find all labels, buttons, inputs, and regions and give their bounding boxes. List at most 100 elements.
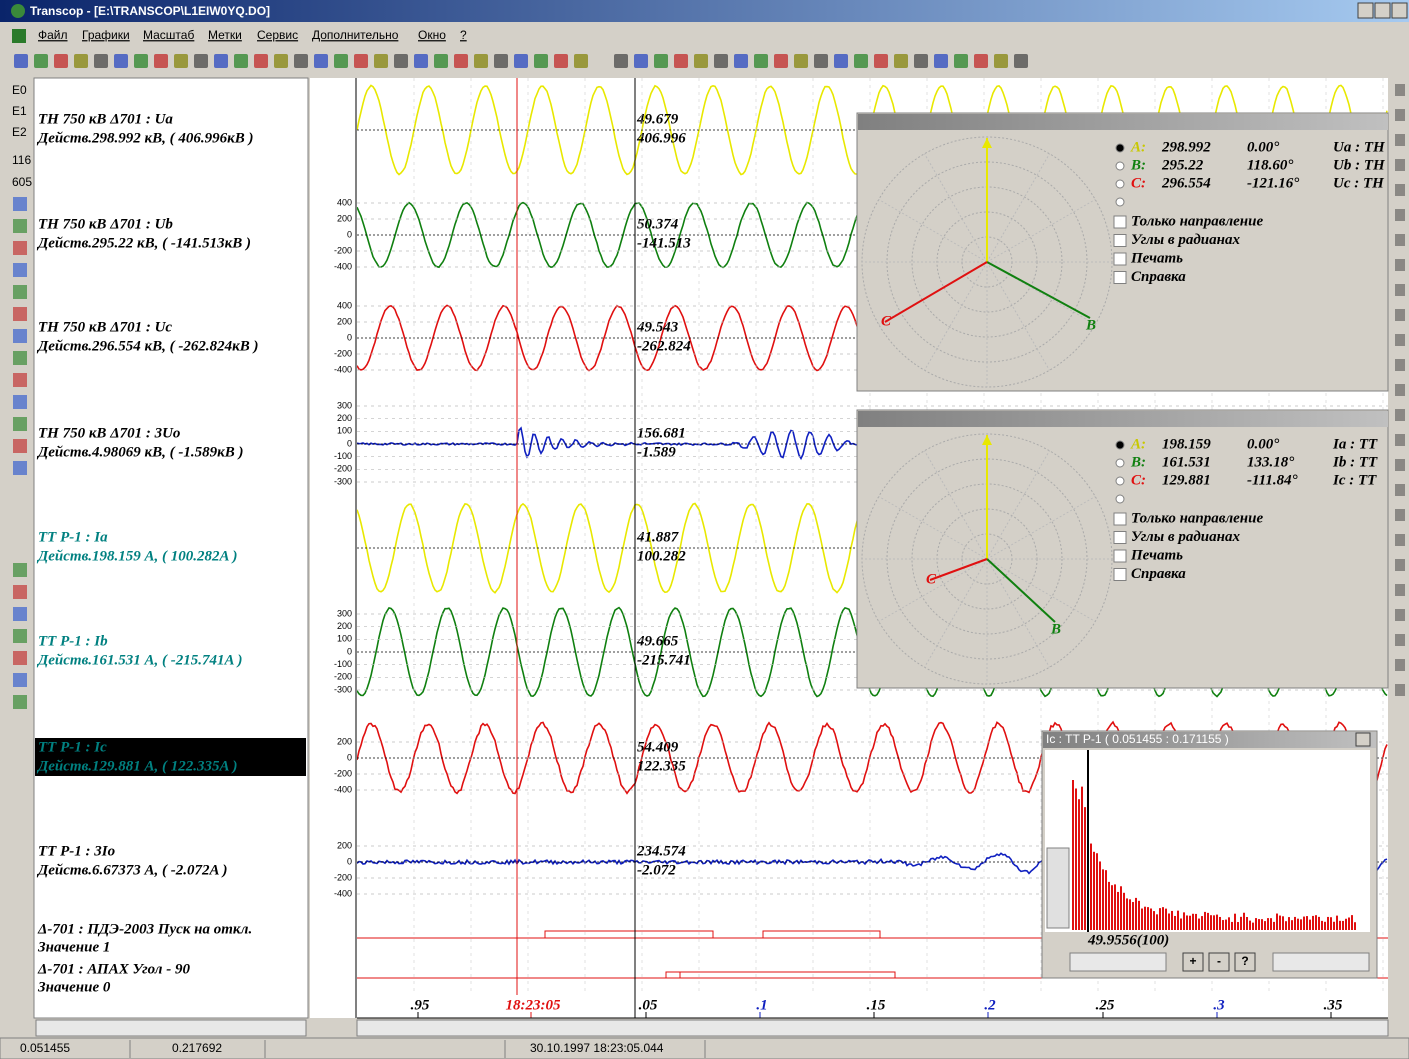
toolbar-button[interactable] bbox=[894, 54, 908, 68]
toolbar-button[interactable] bbox=[13, 607, 27, 621]
menu-item[interactable]: Файл bbox=[38, 28, 68, 42]
toolbar-button[interactable] bbox=[13, 417, 27, 431]
toolbar-button[interactable] bbox=[13, 439, 27, 453]
toolbar-button[interactable] bbox=[494, 54, 508, 68]
channel-value[interactable]: Действ.298.992 кВ, ( 406.996кВ ) bbox=[36, 130, 253, 146]
toolbar-button[interactable] bbox=[1395, 84, 1405, 96]
toolbar-button[interactable] bbox=[13, 307, 27, 321]
channel-value[interactable]: Действ.161.531 A, ( -215.741A ) bbox=[36, 652, 242, 668]
toolbar-button[interactable] bbox=[154, 54, 168, 68]
toolbar-button[interactable] bbox=[13, 461, 27, 475]
channel-value[interactable]: Действ.198.159 A, ( 100.282A ) bbox=[36, 548, 237, 564]
menu-item[interactable]: Масштаб bbox=[143, 28, 194, 42]
button-label[interactable]: + bbox=[1189, 954, 1196, 968]
toolbar-button[interactable] bbox=[94, 54, 108, 68]
toolbar-button[interactable] bbox=[13, 351, 27, 365]
button[interactable] bbox=[1113, 568, 1127, 581]
toolbar-button[interactable] bbox=[474, 54, 488, 68]
toolbar-button[interactable] bbox=[1395, 309, 1405, 321]
toolbar-label[interactable]: 116 bbox=[12, 153, 31, 167]
toolbar-button[interactable] bbox=[1395, 234, 1405, 246]
toolbar-button[interactable] bbox=[574, 54, 588, 68]
toolbar-button[interactable] bbox=[754, 54, 768, 68]
scrollbar[interactable] bbox=[356, 1019, 1389, 1037]
toolbar-label[interactable]: E1 bbox=[12, 104, 27, 118]
scrollbar[interactable] bbox=[1069, 952, 1167, 972]
toolbar-button[interactable] bbox=[354, 54, 368, 68]
toolbar-button[interactable] bbox=[954, 54, 968, 68]
toolbar-label[interactable]: E0 bbox=[12, 83, 27, 97]
toolbar-button[interactable] bbox=[714, 54, 728, 68]
menu-item[interactable]: Метки bbox=[208, 28, 242, 42]
radio[interactable] bbox=[1115, 476, 1125, 486]
channel-name[interactable]: ТТ Р-1 : 3Io bbox=[38, 843, 115, 859]
toolbar-button[interactable] bbox=[994, 54, 1008, 68]
radio[interactable] bbox=[1115, 494, 1125, 504]
button-label[interactable]: - bbox=[1217, 954, 1221, 968]
toolbar-button[interactable] bbox=[434, 54, 448, 68]
channel-name[interactable]: ТН 750 кВ Δ701 : Ua bbox=[38, 111, 173, 127]
button[interactable] bbox=[1208, 952, 1230, 972]
option-label[interactable]: Только направление bbox=[1131, 213, 1263, 229]
checkbox[interactable] bbox=[1113, 512, 1127, 526]
toolbar-button[interactable] bbox=[794, 54, 808, 68]
toolbar-button[interactable] bbox=[13, 285, 27, 299]
toolbar-button[interactable] bbox=[134, 54, 148, 68]
toolbar-button[interactable] bbox=[1395, 209, 1405, 221]
toolbar-button[interactable] bbox=[1395, 459, 1405, 471]
toolbar-button[interactable] bbox=[514, 54, 528, 68]
toolbar-button[interactable] bbox=[1395, 559, 1405, 571]
option-label[interactable]: Углы в радианах bbox=[1131, 529, 1240, 545]
toolbar-button[interactable] bbox=[1395, 334, 1405, 346]
toolbar-button[interactable] bbox=[974, 54, 988, 68]
toolbar-button[interactable] bbox=[1395, 659, 1405, 671]
checkbox[interactable] bbox=[1113, 531, 1127, 544]
toolbar-button[interactable] bbox=[554, 54, 568, 68]
toolbar-button[interactable] bbox=[114, 54, 128, 68]
toolbar-button[interactable] bbox=[13, 241, 27, 255]
toolbar-button[interactable] bbox=[54, 54, 68, 68]
window-button[interactable] bbox=[1374, 2, 1391, 19]
toolbar-button[interactable] bbox=[1395, 434, 1405, 446]
window-button[interactable] bbox=[1357, 2, 1374, 19]
button[interactable] bbox=[1113, 271, 1127, 284]
toolbar-button[interactable] bbox=[14, 54, 28, 68]
toolbar-button[interactable] bbox=[13, 197, 27, 211]
channel-name[interactable]: ТТ Р-1 : Ic bbox=[38, 739, 107, 755]
option-label[interactable]: Печать bbox=[1130, 250, 1183, 266]
option-label[interactable]: Справка bbox=[1131, 269, 1186, 285]
button[interactable] bbox=[1182, 952, 1204, 972]
toolbar-button[interactable] bbox=[914, 54, 928, 68]
toolbar-button[interactable] bbox=[274, 54, 288, 68]
toolbar-button[interactable] bbox=[734, 54, 748, 68]
toolbar-button[interactable] bbox=[174, 54, 188, 68]
toolbar-button[interactable] bbox=[1395, 284, 1405, 296]
toolbar-button[interactable] bbox=[634, 54, 648, 68]
toolbar-button[interactable] bbox=[74, 54, 88, 68]
button-label[interactable]: ? bbox=[1241, 954, 1248, 968]
toolbar-button[interactable] bbox=[414, 54, 428, 68]
toolbar-button[interactable] bbox=[614, 54, 628, 68]
toolbar-button[interactable] bbox=[1395, 509, 1405, 521]
toolbar-button[interactable] bbox=[394, 54, 408, 68]
toolbar-button[interactable] bbox=[814, 54, 828, 68]
toolbar-button[interactable] bbox=[13, 673, 27, 687]
toolbar-button[interactable] bbox=[13, 329, 27, 343]
toolbar-button[interactable] bbox=[214, 54, 228, 68]
channel-name[interactable]: ТН 750 кВ Δ701 : Ub bbox=[38, 216, 173, 232]
channel-value[interactable]: Действ.296.554 кВ, ( -262.824кВ ) bbox=[36, 338, 258, 354]
option-label[interactable]: Справка bbox=[1131, 566, 1186, 582]
option-label[interactable]: Углы в радианах bbox=[1131, 232, 1240, 248]
close-button[interactable] bbox=[1355, 732, 1371, 747]
toolbar-button[interactable] bbox=[1014, 54, 1028, 68]
radio[interactable] bbox=[1115, 179, 1125, 189]
menu-item[interactable]: Графики bbox=[82, 28, 130, 42]
menu-item[interactable]: ? bbox=[460, 28, 467, 42]
radio[interactable] bbox=[1115, 440, 1125, 450]
toolbar-button[interactable] bbox=[13, 563, 27, 577]
toolbar-button[interactable] bbox=[1395, 359, 1405, 371]
toolbar-button[interactable] bbox=[254, 54, 268, 68]
button[interactable] bbox=[1234, 952, 1256, 972]
channel-value[interactable]: Действ.295.22 кВ, ( -141.513кВ ) bbox=[36, 235, 251, 251]
toolbar-button[interactable] bbox=[454, 54, 468, 68]
